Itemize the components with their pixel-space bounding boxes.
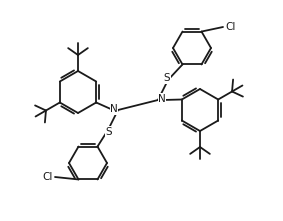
Text: S: S xyxy=(164,73,170,83)
Text: Cl: Cl xyxy=(43,172,53,182)
Text: S: S xyxy=(106,127,112,137)
Text: N: N xyxy=(158,94,166,104)
Text: Cl: Cl xyxy=(226,22,236,32)
Text: N: N xyxy=(110,104,118,114)
